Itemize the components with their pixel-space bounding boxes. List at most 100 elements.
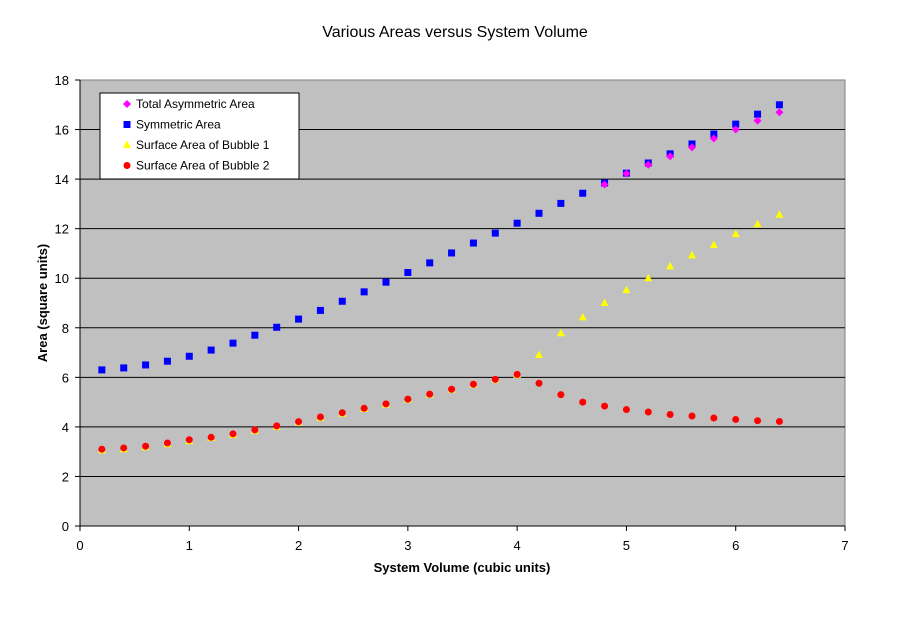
chart-title: Various Areas versus System Volume bbox=[322, 24, 588, 41]
axes bbox=[75, 79, 846, 531]
legend: Total Asymmetric Area Symmetric Area Surfa… bbox=[99, 92, 300, 180]
point-surface-area-of-bubble-2-27 bbox=[688, 412, 696, 420]
point-surface-area-of-bubble-2-11 bbox=[338, 409, 346, 417]
x-tick-label-0: 0 bbox=[76, 538, 83, 553]
point-surface-area-of-bubble-2-2 bbox=[142, 442, 150, 450]
point-surface-area-of-bubble-2-24 bbox=[622, 406, 630, 414]
point-surface-area-of-bubble-2-14 bbox=[404, 395, 412, 403]
point-surface-area-of-bubble-1-31 bbox=[775, 210, 784, 218]
point-surface-area-of-bubble-2-19 bbox=[513, 370, 521, 378]
point-symmetric-area-4 bbox=[185, 352, 193, 360]
x-tick-label-7: 7 bbox=[841, 538, 848, 553]
point-surface-area-of-bubble-2-25 bbox=[644, 408, 652, 416]
point-symmetric-area-5 bbox=[207, 346, 215, 354]
point-total-asymmetric-area-8 bbox=[775, 108, 784, 117]
y-tick-label-2: 4 bbox=[62, 420, 69, 435]
point-surface-area-of-bubble-2-13 bbox=[382, 400, 390, 408]
x-tick-label-6: 6 bbox=[732, 538, 739, 553]
y-axis-title: Area (square units) bbox=[35, 244, 50, 362]
point-symmetric-area-3 bbox=[163, 357, 171, 365]
point-surface-area-of-bubble-1-21 bbox=[556, 328, 565, 337]
point-symmetric-area-28 bbox=[710, 130, 718, 138]
x-tick-label-2: 2 bbox=[295, 538, 302, 553]
point-symmetric-area-19 bbox=[513, 219, 521, 227]
point-total-asymmetric-area-5 bbox=[709, 134, 718, 143]
y-tick-label-3: 6 bbox=[62, 370, 69, 385]
x-tick-label-3: 3 bbox=[404, 538, 411, 553]
point-symmetric-area-29 bbox=[732, 120, 740, 128]
y-tick-label-0: 0 bbox=[62, 519, 69, 534]
point-symmetric-area-13 bbox=[382, 278, 390, 286]
point-surface-area-of-bubble-2-7 bbox=[251, 426, 259, 434]
point-total-asymmetric-area-6 bbox=[731, 125, 740, 134]
legend-box bbox=[99, 92, 300, 180]
y-tick-labels: 0 2 4 6 8 10 12 14 16 18 bbox=[55, 73, 69, 534]
point-total-asymmetric-area-2 bbox=[644, 160, 653, 169]
point-symmetric-area-8 bbox=[273, 323, 281, 331]
point-surface-area-of-bubble-2-17 bbox=[469, 380, 477, 388]
point-total-asymmetric-area-3 bbox=[666, 152, 675, 161]
point-surface-area-of-bubble-2-9 bbox=[295, 418, 303, 426]
point-surface-area-of-bubble-1-22 bbox=[578, 312, 587, 321]
point-symmetric-area-12 bbox=[360, 288, 368, 296]
point-surface-area-of-bubble-1-24 bbox=[622, 285, 631, 294]
point-surface-area-of-bubble-2-26 bbox=[666, 411, 674, 418]
y-tick-label-1: 2 bbox=[62, 469, 69, 484]
point-symmetric-area-31 bbox=[775, 101, 783, 109]
point-surface-area-of-bubble-2-18 bbox=[491, 375, 499, 383]
point-surface-area-of-bubble-1-26 bbox=[666, 261, 675, 270]
legend-label-surface-area-of-bubble-1: Surface Area of Bubble 1 bbox=[136, 138, 270, 152]
point-symmetric-area-30 bbox=[754, 110, 762, 118]
data-markers bbox=[97, 101, 784, 454]
point-total-asymmetric-area-4 bbox=[688, 143, 696, 152]
point-surface-area-of-bubble-2-22 bbox=[579, 398, 587, 406]
point-surface-area-of-bubble-2-4 bbox=[185, 436, 193, 444]
legend-label-surface-area-of-bubble-2: Surface Area of Bubble 2 bbox=[136, 159, 270, 173]
point-symmetric-area-10 bbox=[316, 306, 324, 314]
point-surface-area-of-bubble-2-0 bbox=[98, 445, 106, 453]
point-symmetric-area-15 bbox=[426, 259, 434, 267]
point-symmetric-area-11 bbox=[338, 297, 346, 305]
point-surface-area-of-bubble-1-20 bbox=[535, 350, 543, 359]
x-axis-title: System Volume (cubic units) bbox=[374, 560, 551, 575]
point-surface-area-of-bubble-2-5 bbox=[207, 433, 215, 441]
point-symmetric-area-22 bbox=[579, 189, 587, 197]
point-symmetric-area-7 bbox=[251, 331, 259, 339]
x-tick-labels: 0 1 2 3 4 5 6 7 bbox=[76, 538, 848, 553]
point-surface-area-of-bubble-2-28 bbox=[710, 414, 718, 422]
y-tick-label-9: 18 bbox=[55, 73, 69, 88]
y-tick-label-4: 8 bbox=[62, 321, 69, 336]
point-symmetric-area-16 bbox=[448, 249, 456, 257]
y-tick-label-5: 10 bbox=[55, 271, 69, 286]
point-symmetric-area-9 bbox=[295, 315, 303, 323]
point-surface-area-of-bubble-2-12 bbox=[360, 404, 368, 412]
x-tick-label-1: 1 bbox=[186, 538, 193, 553]
point-surface-area-of-bubble-2-15 bbox=[426, 390, 434, 398]
point-total-asymmetric-area-7 bbox=[753, 116, 762, 125]
y-tick-label-7: 14 bbox=[55, 172, 69, 187]
point-surface-area-of-bubble-1-30 bbox=[753, 219, 762, 228]
point-symmetric-area-21 bbox=[557, 199, 565, 207]
legend-marker-surface-area-of-bubble-1 bbox=[123, 140, 131, 148]
point-surface-area-of-bubble-2-1 bbox=[120, 444, 128, 452]
point-surface-area-of-bubble-2-31 bbox=[775, 417, 783, 425]
point-surface-area-of-bubble-1-27 bbox=[688, 250, 696, 259]
point-symmetric-area-2 bbox=[142, 361, 150, 369]
point-surface-area-of-bubble-1-28 bbox=[709, 240, 718, 249]
point-surface-area-of-bubble-2-6 bbox=[229, 430, 237, 438]
point-total-asymmetric-area-0 bbox=[600, 180, 609, 189]
point-surface-area-of-bubble-2-8 bbox=[273, 422, 281, 430]
legend-marker-total-asymmetric-area bbox=[123, 100, 131, 108]
point-surface-area-of-bubble-2-21 bbox=[557, 391, 565, 399]
point-surface-area-of-bubble-2-10 bbox=[316, 413, 324, 421]
point-surface-area-of-bubble-2-29 bbox=[732, 415, 740, 423]
legend-marker-surface-area-of-bubble-2 bbox=[123, 162, 131, 169]
x-tick-label-4: 4 bbox=[514, 538, 521, 553]
point-symmetric-area-14 bbox=[404, 269, 412, 277]
y-tick-label-6: 12 bbox=[55, 222, 69, 237]
point-symmetric-area-18 bbox=[491, 229, 499, 237]
point-surface-area-of-bubble-2-20 bbox=[535, 379, 543, 387]
point-surface-area-of-bubble-2-16 bbox=[448, 385, 456, 393]
legend-label-total-asymmetric-area: Total Asymmetric Area bbox=[136, 97, 255, 111]
